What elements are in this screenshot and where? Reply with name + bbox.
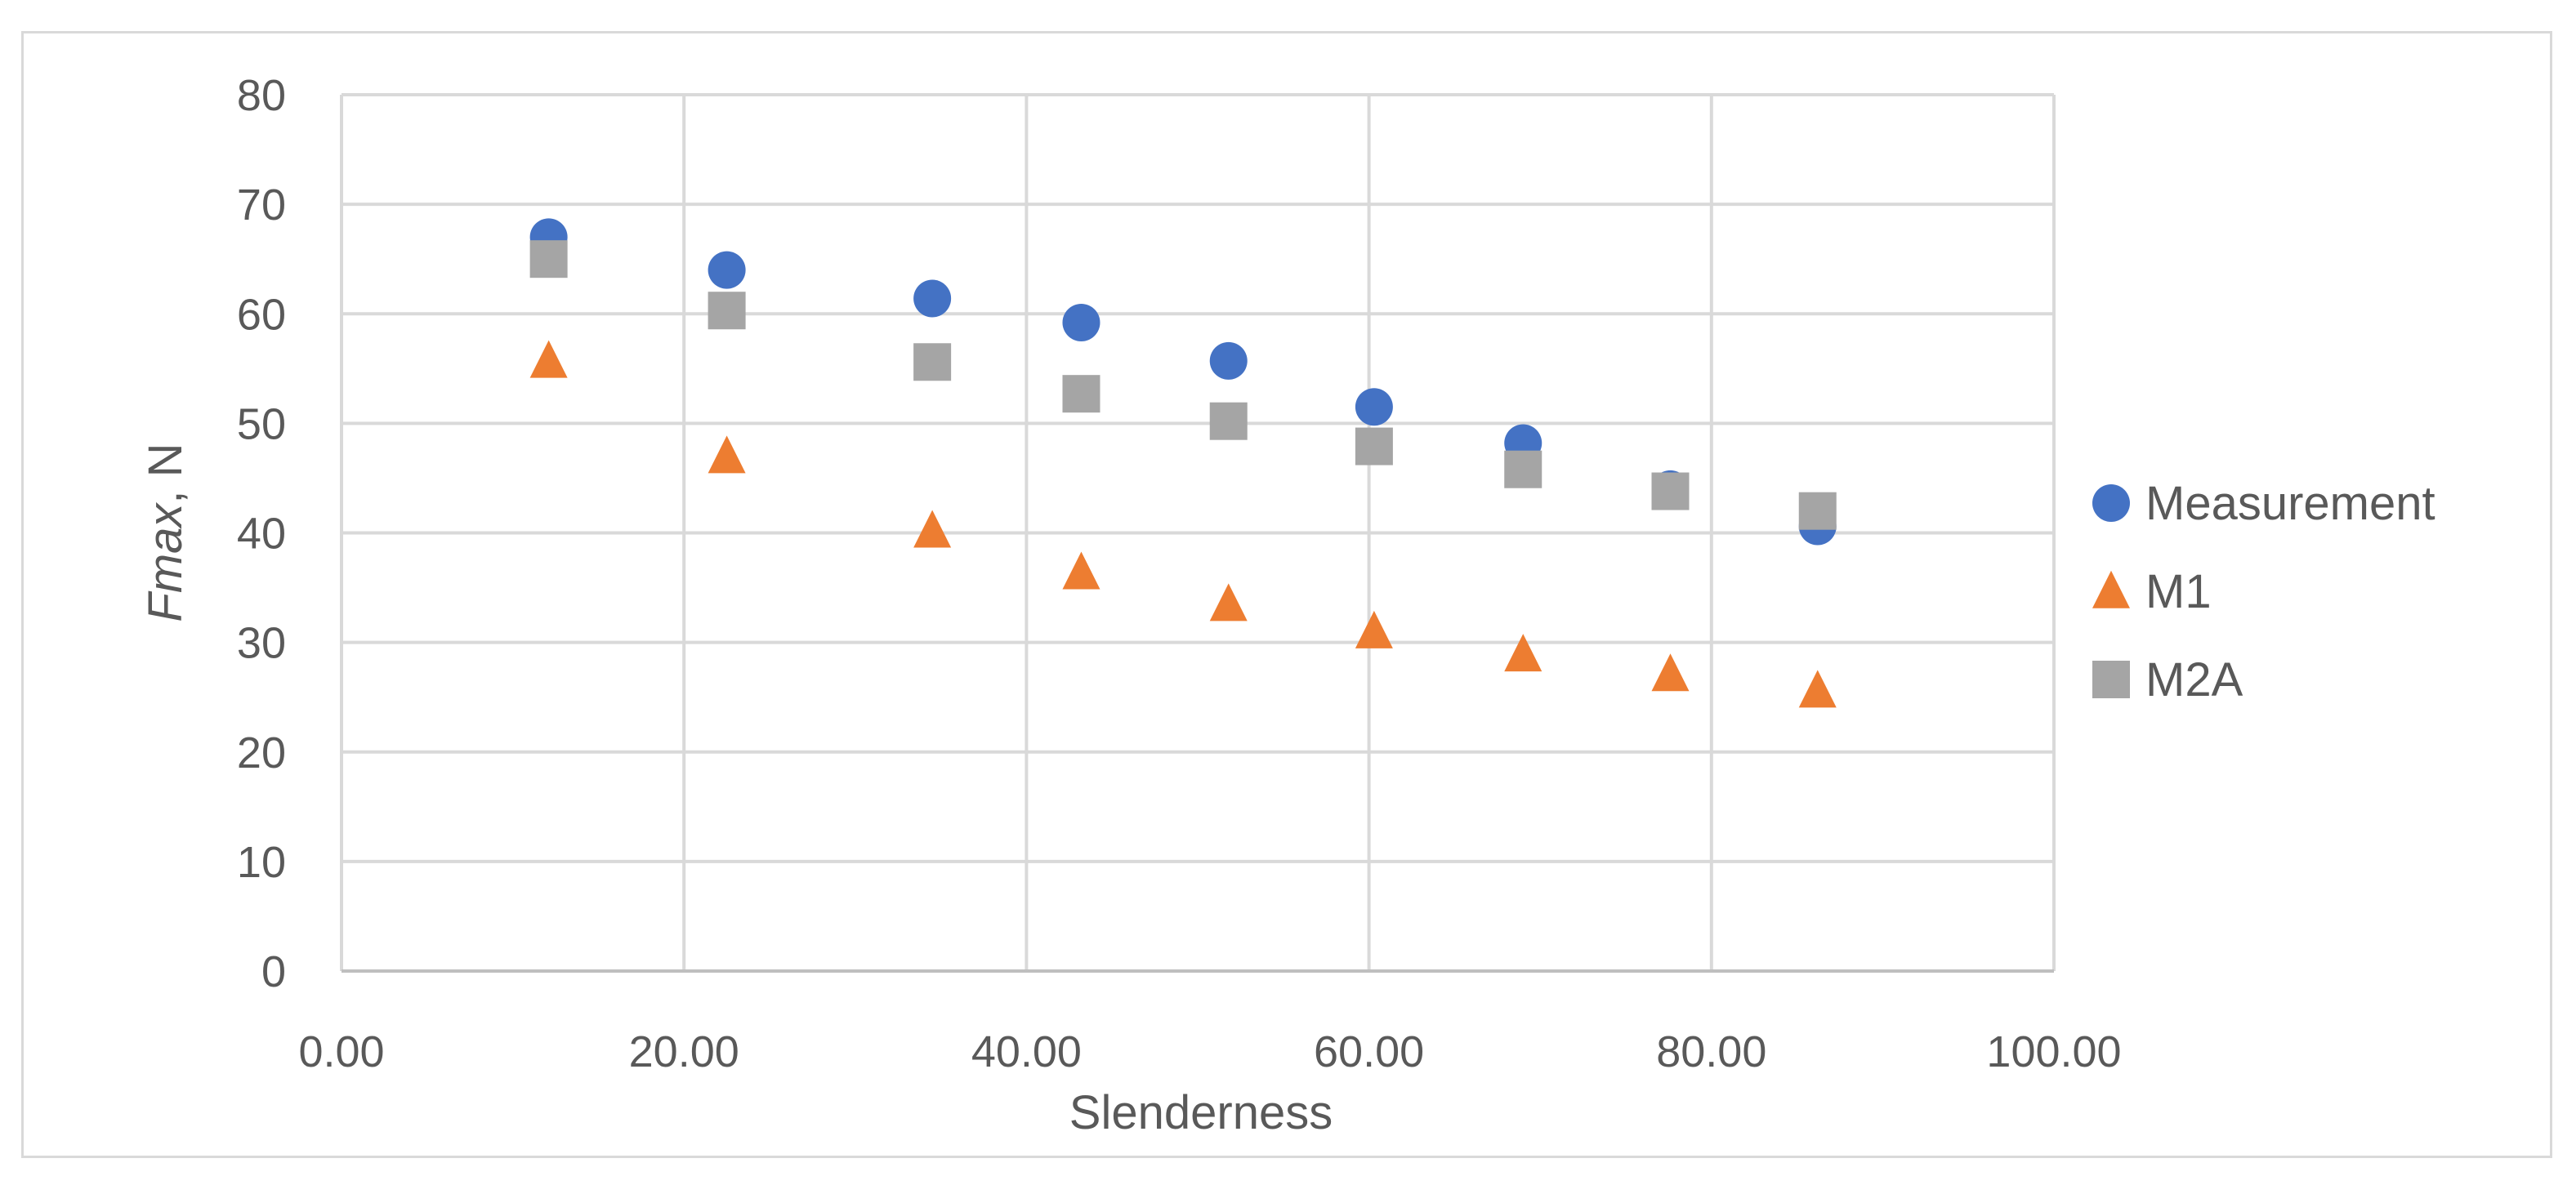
legend-label: M2A <box>2145 653 2243 706</box>
legend: Measurement M1 M2A <box>2092 477 2435 706</box>
point-m2a <box>708 292 746 330</box>
legend-marker-m1 <box>2092 570 2130 608</box>
y-axis-title-unit: , N <box>139 443 192 503</box>
x-tick-label: 60.00 <box>1314 1027 1424 1076</box>
point-m2a <box>1209 402 1248 440</box>
y-axis-title: Fmax, N <box>139 443 192 622</box>
y-tick-label: 70 <box>237 180 286 229</box>
point-m2a <box>1504 450 1542 488</box>
legend-marker-measurement <box>2092 484 2130 522</box>
point-m2a <box>529 240 568 278</box>
legend-marker-m2a <box>2092 661 2130 698</box>
y-tick-label: 20 <box>237 728 286 777</box>
point-m1 <box>1209 583 1248 622</box>
y-tick-label: 10 <box>237 838 286 887</box>
x-tick-label: 0.00 <box>298 1027 384 1076</box>
point-measurement <box>1062 303 1100 341</box>
x-tick-labels: 0.00 20.00 40.00 60.00 80.00 100.00 <box>298 1027 2121 1076</box>
point-measurement <box>1355 388 1393 426</box>
grid-lines <box>340 93 2056 973</box>
x-tick-label: 80.00 <box>1656 1027 1766 1076</box>
point-m1 <box>913 510 952 548</box>
point-measurement <box>708 251 746 289</box>
x-axis-title: Slenderness <box>1069 1086 1333 1139</box>
point-m1 <box>529 340 568 378</box>
point-m2a <box>913 343 952 381</box>
point-m1 <box>1355 610 1393 648</box>
point-m1 <box>1062 551 1100 590</box>
series-m2a <box>529 240 1837 530</box>
y-tick-label: 60 <box>237 290 286 339</box>
point-m2a <box>1355 427 1393 466</box>
point-m1 <box>708 435 746 474</box>
point-m1 <box>1651 653 1690 692</box>
point-m1 <box>1798 670 1837 708</box>
x-tick-label: 100.00 <box>1986 1027 2121 1076</box>
y-axis-title-italic: Fmax <box>139 502 192 622</box>
y-tick-label: 80 <box>237 71 286 120</box>
legend-item: M2A <box>2092 653 2243 706</box>
point-m2a <box>1651 472 1690 510</box>
y-tick-label: 30 <box>237 619 286 668</box>
legend-label: Measurement <box>2145 477 2435 530</box>
x-tick-label: 40.00 <box>971 1027 1082 1076</box>
point-measurement <box>913 279 952 318</box>
series-measurement <box>529 218 1837 546</box>
series-m1 <box>529 340 1837 708</box>
point-m2a <box>1062 375 1100 413</box>
y-tick-label: 0 <box>261 947 286 996</box>
x-tick-label: 20.00 <box>629 1027 739 1076</box>
legend-item: Measurement <box>2092 477 2435 530</box>
point-m2a <box>1798 492 1837 530</box>
legend-label: M1 <box>2145 565 2212 618</box>
y-tick-labels: 0 10 20 30 40 50 60 70 80 <box>237 71 286 996</box>
point-m1 <box>1504 634 1542 672</box>
point-measurement <box>1209 341 1248 380</box>
y-tick-label: 40 <box>237 510 286 559</box>
y-tick-label: 50 <box>237 399 286 448</box>
legend-item: M1 <box>2092 565 2212 618</box>
data-points <box>529 218 1837 708</box>
